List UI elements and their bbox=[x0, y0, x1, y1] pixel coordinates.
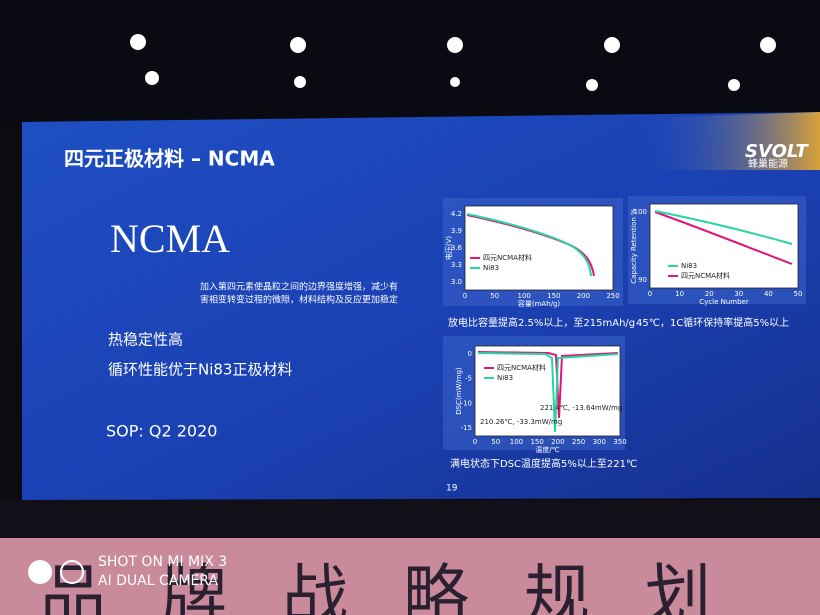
x-tick-label: 50 bbox=[490, 292, 499, 300]
y-tick-label: 100 bbox=[634, 208, 647, 216]
y-tick-label: 3.6 bbox=[451, 244, 463, 252]
x-tick-label: 40 bbox=[764, 290, 773, 298]
x-tick-label: 0 bbox=[648, 290, 652, 298]
y-tick-label: 3.0 bbox=[451, 278, 462, 286]
logo: SVOLT bbox=[745, 141, 809, 162]
caption: 满电状态下DSC温度提高5%以上至221℃ bbox=[450, 457, 637, 470]
legend-label: 四元NCMA材料 bbox=[497, 363, 546, 372]
logo-sub: 蜂巢能源 bbox=[748, 157, 788, 170]
caption: 放电比容量提高2.5%以上，至215mAh/g bbox=[448, 316, 635, 329]
curve bbox=[654, 211, 793, 265]
sop: SOP: Q2 2020 bbox=[106, 422, 217, 441]
point: 循环性能优于Ni83正极材料 bbox=[108, 361, 292, 379]
x-tick-label: 0 bbox=[473, 438, 477, 446]
x-tick-label: 50 bbox=[794, 290, 803, 298]
x-tick-label: 20 bbox=[705, 290, 714, 298]
description-line: 加入第四元素使晶粒之间的边界强度增强，减少有 bbox=[200, 281, 398, 293]
plot-area bbox=[649, 203, 799, 289]
camera-dot bbox=[28, 560, 52, 584]
watermark: AI DUAL CAMERA bbox=[98, 573, 218, 589]
x-tick-label: 100 bbox=[518, 292, 531, 300]
legend-label: 四元NCMA材料 bbox=[681, 271, 730, 280]
stage-lights bbox=[130, 34, 776, 91]
y-axis-label: DSC(mW/mg) bbox=[455, 367, 463, 415]
watermark: SHOT ON MI MIX 3 bbox=[98, 554, 227, 570]
y-tick-label: -15 bbox=[461, 424, 472, 432]
legend-label: Ni83 bbox=[497, 374, 513, 382]
point: 热稳定性高 bbox=[108, 331, 183, 349]
annotation: 210.26℃, -33.3mW/mg bbox=[480, 418, 562, 426]
x-tick-label: 150 bbox=[547, 292, 560, 300]
page-number: 19 bbox=[446, 484, 458, 494]
curve bbox=[466, 213, 592, 277]
description-line: 害相变转变过程的微隙，材料结构及反应更加稳定 bbox=[200, 294, 398, 306]
x-tick-label: 30 bbox=[734, 290, 743, 298]
banner-text: 品牌战略规划 bbox=[40, 557, 766, 615]
y-tick-label: -5 bbox=[465, 375, 472, 383]
legend-label: Ni83 bbox=[483, 264, 499, 272]
x-axis-label: Cycle Number bbox=[699, 298, 749, 306]
banner-bg bbox=[0, 538, 820, 615]
x-tick-label: 250 bbox=[572, 438, 585, 446]
x-tick-label: 250 bbox=[606, 292, 619, 300]
y-tick-label: 3.3 bbox=[451, 261, 462, 269]
x-tick-label: 10 bbox=[675, 290, 684, 298]
y-tick-label: -10 bbox=[461, 399, 472, 407]
caption: 45℃，1C循环保持率提高5%以上 bbox=[636, 316, 789, 329]
x-tick-label: 100 bbox=[510, 438, 523, 446]
camera-dot bbox=[60, 560, 84, 584]
y-axis-label: Capacity Retention % bbox=[630, 208, 638, 284]
x-tick-label: 300 bbox=[593, 438, 606, 446]
logo-band bbox=[640, 112, 820, 170]
y-tick-label: 90 bbox=[638, 276, 647, 284]
slide-title: 四元正极材料 – NCMA bbox=[64, 147, 275, 171]
y-axis-label: 电压(V) bbox=[444, 236, 453, 261]
x-tick-label: 0 bbox=[463, 292, 467, 300]
annotation: 221.4℃, -13.64mW/mg bbox=[540, 404, 622, 412]
x-tick-label: 350 bbox=[613, 438, 626, 446]
plot-area bbox=[474, 345, 621, 437]
y-tick-label: 4.2 bbox=[451, 210, 462, 218]
x-tick-label: 150 bbox=[530, 438, 543, 446]
y-tick-label: 3.9 bbox=[451, 227, 462, 235]
stage bbox=[0, 500, 820, 538]
ceiling bbox=[0, 0, 820, 125]
heading: NCMA bbox=[110, 216, 230, 261]
x-axis-label: 温度/℃ bbox=[535, 445, 559, 454]
x-tick-label: 200 bbox=[551, 438, 564, 446]
curve bbox=[477, 352, 619, 433]
legend-label: 四元NCMA材料 bbox=[483, 253, 532, 262]
x-tick-label: 200 bbox=[577, 292, 590, 300]
curve bbox=[654, 210, 793, 245]
legend-label: Ni83 bbox=[681, 262, 697, 270]
x-axis-label: 容量(mAh/g) bbox=[518, 299, 561, 308]
y-tick-label: 0 bbox=[468, 350, 472, 358]
x-tick-label: 50 bbox=[491, 438, 500, 446]
